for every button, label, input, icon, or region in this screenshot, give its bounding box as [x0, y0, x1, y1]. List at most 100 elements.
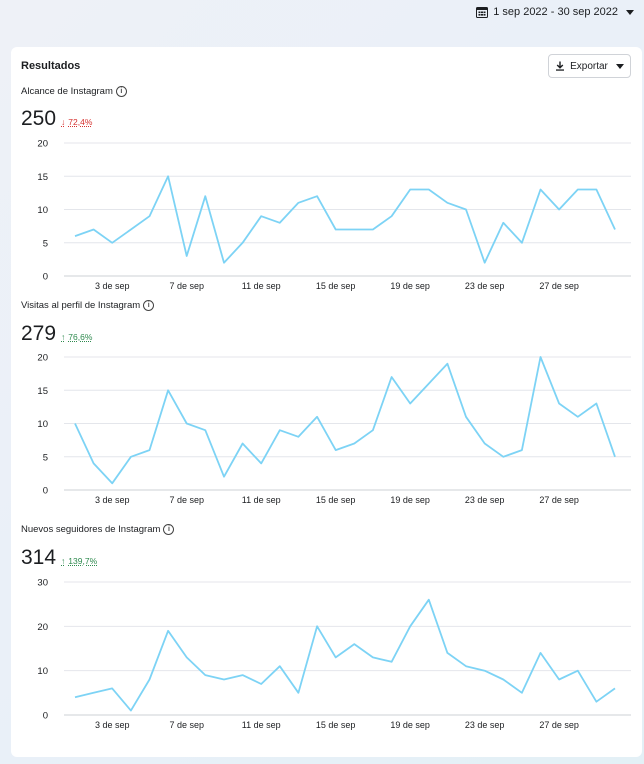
- data-point: [130, 456, 132, 458]
- data-point: [260, 462, 262, 464]
- arrow-up-icon: ↑: [61, 556, 66, 566]
- data-point: [335, 228, 337, 230]
- data-point: [409, 403, 411, 405]
- data-point: [558, 209, 560, 211]
- series-line: [74, 356, 616, 485]
- data-point: [204, 429, 206, 431]
- data-point: [446, 363, 448, 365]
- x-tick-label: 15 de sep: [316, 720, 356, 730]
- data-point: [148, 679, 150, 681]
- delta-value: 139,7%: [68, 556, 98, 566]
- x-tick-label: 27 de sep: [539, 720, 579, 730]
- data-point: [446, 652, 448, 654]
- new-followers-section-label: Nuevos seguidores de Instagram i: [21, 524, 175, 535]
- x-tick-label: 7 de sep: [169, 281, 204, 291]
- data-point: [130, 710, 132, 712]
- data-point: [484, 442, 486, 444]
- data-point: [335, 656, 337, 658]
- data-point: [614, 687, 616, 689]
- y-tick-label: 0: [43, 272, 48, 283]
- data-point: [297, 436, 299, 438]
- profile-visits-section-label: Visitas al perfil de Instagram i: [21, 300, 155, 311]
- data-point: [391, 661, 393, 663]
- profile-visits-line-chart: 0 5 10 15 20 3 de sep 7 de sep 11 de sep 15 de s…: [37, 353, 631, 505]
- date-range-picker[interactable]: 1 sep 2022 - 30 sep 2022: [476, 3, 634, 21]
- section-label-text: Nuevos seguidores de Instagram: [21, 524, 161, 535]
- delta-badge: ↓ 72,4%: [61, 117, 92, 127]
- data-point: [316, 195, 318, 197]
- data-point: [279, 665, 281, 667]
- delta-value: 72,4%: [68, 117, 93, 127]
- y-tick-label: 10: [37, 205, 48, 216]
- y-tick-label: 20: [37, 353, 48, 364]
- x-tick-label: 23 de sep: [465, 495, 505, 505]
- chevron-down-icon: [626, 9, 634, 15]
- x-tick-label: 11 de sep: [242, 495, 281, 505]
- data-point: [223, 262, 225, 264]
- data-point: [428, 189, 430, 191]
- data-point: [540, 356, 542, 358]
- x-tick-label: 3 de sep: [95, 720, 130, 730]
- data-point: [167, 389, 169, 391]
- data-point: [484, 670, 486, 672]
- y-tick-label: 30: [37, 578, 48, 589]
- x-tick-label: 27 de sep: [539, 495, 579, 505]
- data-point: [74, 696, 76, 698]
- x-tick-label: 19 de sep: [390, 720, 430, 730]
- data-point: [595, 403, 597, 405]
- section-label-text: Alcance de Instagram: [21, 86, 113, 97]
- results-card: Resultados Exportar Alcance de Instagram…: [11, 47, 642, 757]
- data-point: [223, 679, 225, 681]
- delta-badge: ↑ 76,6%: [61, 332, 92, 342]
- new-followers-line-chart: 0 10 20 30 3 de sep 7 de sep 11 de sep 15 de se…: [37, 578, 631, 730]
- data-point: [577, 416, 579, 418]
- data-point: [186, 656, 188, 658]
- data-point: [260, 215, 262, 217]
- data-point: [260, 683, 262, 685]
- data-point: [465, 416, 467, 418]
- data-point: [446, 202, 448, 204]
- y-tick-label: 10: [37, 419, 48, 430]
- data-point: [186, 423, 188, 425]
- export-label: Exportar: [570, 60, 608, 72]
- date-range-label: 1 sep 2022 - 30 sep 2022: [493, 6, 618, 18]
- data-point: [204, 674, 206, 676]
- total-value: 250: [21, 107, 57, 130]
- data-point: [353, 442, 355, 444]
- reach-total: 250 ↓ 72,4%: [21, 107, 92, 131]
- data-point: [279, 429, 281, 431]
- data-point: [577, 189, 579, 191]
- data-point: [74, 235, 76, 237]
- delta-badge: ↑ 139,7%: [61, 556, 97, 566]
- data-point: [428, 383, 430, 385]
- x-tick-label: 3 de sep: [95, 495, 130, 505]
- y-tick-label: 0: [43, 486, 48, 497]
- export-button[interactable]: Exportar: [548, 54, 631, 78]
- section-label-text: Visitas al perfil de Instagram: [21, 300, 141, 311]
- data-point: [353, 228, 355, 230]
- y-tick-label: 15: [37, 386, 48, 397]
- arrow-up-icon: ↑: [61, 332, 66, 342]
- data-point: [540, 189, 542, 191]
- y-tick-label: 5: [43, 238, 48, 249]
- data-point: [335, 449, 337, 451]
- data-point: [242, 242, 244, 244]
- info-icon[interactable]: i: [163, 524, 175, 535]
- x-tick-label: 23 de sep: [465, 720, 505, 730]
- data-point: [297, 202, 299, 204]
- data-point: [93, 228, 95, 230]
- data-point: [279, 222, 281, 224]
- series-line: [74, 175, 616, 264]
- info-icon[interactable]: i: [115, 86, 127, 97]
- profile-visits-total: 279 ↑ 76,6%: [21, 322, 92, 346]
- x-tick-label: 11 de sep: [242, 281, 281, 291]
- data-point: [353, 643, 355, 645]
- data-point: [465, 209, 467, 211]
- data-point: [540, 652, 542, 654]
- data-point: [93, 692, 95, 694]
- data-point: [502, 222, 504, 224]
- data-point: [148, 215, 150, 217]
- x-tick-label: 3 de sep: [95, 281, 130, 291]
- info-icon[interactable]: i: [143, 300, 155, 311]
- total-value: 279: [21, 322, 57, 345]
